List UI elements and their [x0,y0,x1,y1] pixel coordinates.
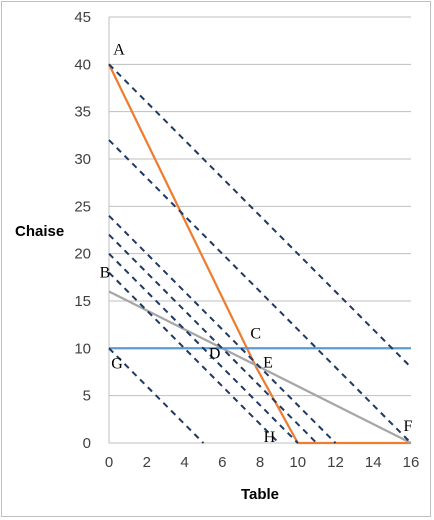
x-tick-label: 16 [403,454,420,471]
y-tick-label: 0 [83,435,91,452]
isoprofit-line-9 [108,63,412,369]
y-axis-title: Chaise [15,223,64,240]
point-label-d: D [209,345,221,362]
point-label-a: A [113,41,125,58]
series-lines [107,63,412,445]
x-tick-label: 8 [256,454,264,471]
isoprofit-line-7 [108,215,337,444]
isoprofit-line-5 [108,252,299,444]
x-tick-label: 6 [218,454,226,471]
y-tick-label: 20 [74,246,91,263]
y-tick-label: 15 [74,293,91,310]
x-tick-label: 14 [365,454,382,471]
point-label-b: B [100,265,111,282]
y-tick-label: 5 [83,388,91,405]
isoprofit-line-6 [108,233,318,444]
x-tick-labels: 0 2 4 6 8 10 12 14 16 [105,454,420,471]
x-tick-label: 2 [143,454,151,471]
y-tick-label: 30 [74,151,91,168]
point-label-g: G [111,355,123,372]
y-tick-label: 40 [74,56,91,73]
y-tick-label: 45 [74,9,91,26]
y-tick-label: 35 [74,104,91,121]
x-tick-label: 10 [289,454,306,471]
constraint-line-0 [107,63,411,445]
point-labels: A B C D E F G H [100,41,413,446]
x-tick-label: 0 [105,454,113,471]
gridlines [108,16,411,444]
y-tick-label: 10 [74,340,91,357]
x-tick-label: 12 [327,454,344,471]
y-tick-label: 25 [74,198,91,215]
point-label-f: F [404,418,413,435]
y-tick-labels: 0 5 10 15 20 25 30 35 40 45 [74,9,91,452]
isoprofit-line-3 [108,347,205,444]
isoprofit-line-8 [108,139,412,444]
point-label-e: E [263,354,273,371]
point-label-c: C [250,325,261,342]
isoprofit-line-4 [108,271,280,444]
x-axis-title: Table [241,486,279,503]
point-label-h: H [264,429,276,446]
x-tick-label: 4 [180,454,188,471]
